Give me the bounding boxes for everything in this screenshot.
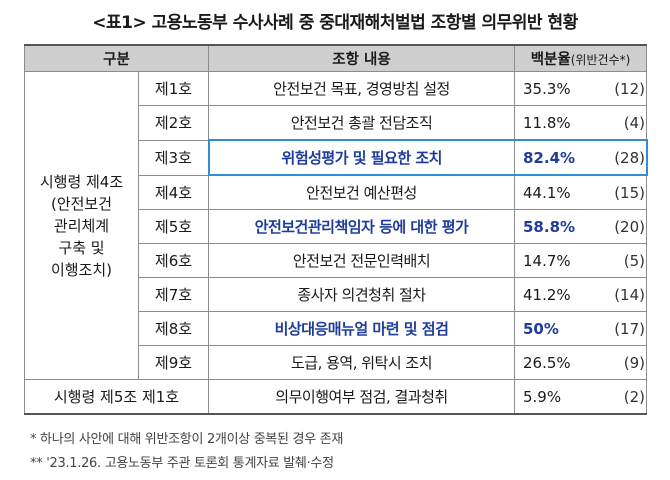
row-value: 11.8% (4): [514, 105, 647, 141]
row-value: 44.1% (15): [514, 174, 647, 210]
row-value: 41.2% (14): [514, 277, 647, 312]
table-row: 제2호 안전보건 총괄 전담조직 11.8% (4): [25, 105, 647, 141]
row-value: 58.8% (20): [514, 209, 647, 244]
row-value: 50% (17): [514, 311, 647, 346]
row-item: 제5호: [138, 209, 209, 244]
row-value: 35.3% (12): [514, 71, 647, 106]
row-content: 종사자 의견청취 절차: [208, 277, 515, 312]
row-item: 제3호: [138, 139, 209, 176]
header-content: 조항 내용: [208, 44, 515, 72]
row-item: 제4호: [138, 174, 209, 210]
violation-table: 구분 조항 내용 백분율(위반건수*) 시행령 제4조 (안전보건 관리체계 구축 및…: [24, 44, 648, 415]
row-content: 안전보건 총괄 전담조직: [208, 105, 515, 141]
header-percentage: 백분율(위반건수*): [514, 44, 647, 72]
row-value: 82.4% (28): [514, 139, 648, 176]
group-article4: 시행령 제4조 (안전보건 관리체계 구축 및 이행조치): [24, 71, 139, 380]
row-item: 제7호: [138, 277, 209, 312]
table-row: 제9호 도급, 용역, 위탁시 조치 26.5% (9): [25, 345, 647, 380]
table-row: 제4호 안전보건 예산편성 44.1% (15): [25, 174, 647, 210]
row-value: 5.9% (2): [514, 379, 647, 415]
row-content: 안전보건관리책임자 등에 대한 평가: [208, 209, 515, 244]
row-value: 26.5% (9): [514, 345, 647, 380]
row-content: 의무이행여부 점검, 결과청취: [208, 379, 515, 415]
row-content: 안전보건 전문인력배치: [208, 243, 515, 278]
table-row: 제7호 종사자 의견청취 절차 41.2% (14): [25, 277, 647, 312]
row-content: 안전보건 목표, 경영방침 설정: [208, 71, 515, 106]
row-content: 위험성평가 및 필요한 조치: [207, 139, 515, 176]
row-content: 안전보건 예산편성: [208, 174, 515, 210]
table-row-article5: 시행령 제5조 제1호 의무이행여부 점검, 결과청취 5.9% (2): [24, 379, 647, 415]
group-article5: 시행령 제5조 제1호: [24, 379, 209, 415]
row-item: 제6호: [138, 243, 209, 278]
row-item: 제8호: [138, 311, 209, 346]
footnote-1: * 하나의 사안에 대해 위반조항이 2개이상 중복된 경우 존재: [30, 432, 344, 447]
header-category: 구분: [24, 44, 209, 72]
row-content: 비상대응매뉴얼 마련 및 점검: [208, 311, 515, 346]
row-item: 제1호: [138, 71, 209, 106]
table-row: 제8호 비상대응매뉴얼 마련 및 점검 50% (17): [25, 311, 647, 346]
table-row: 제6호 안전보건 전문인력배치 14.7% (5): [25, 243, 647, 278]
table-header-row: 구분 조항 내용 백분율(위반건수*): [24, 44, 647, 72]
row-value: 14.7% (5): [514, 243, 647, 278]
footnote-2: ** '23.1.26. 고용노동부 주관 토론회 통계자료 발췌·수정: [30, 456, 334, 471]
row-content: 도급, 용역, 위탁시 조치: [208, 345, 515, 380]
table-row: 제5호 안전보건관리책임자 등에 대한 평가 58.8% (20): [25, 209, 647, 244]
table-row: 시행령 제4조 (안전보건 관리체계 구축 및 이행조치) 제1호 안전보건 목표, 경…: [24, 71, 647, 380]
row-item: 제2호: [138, 105, 209, 141]
row-item: 제9호: [138, 345, 209, 380]
table-row-highlighted: 제3호 위험성평가 및 필요한 조치 82.4% (28): [25, 139, 648, 176]
table-title: <표1> 고용노동부 수사사례 중 중대재해처벌법 조항별 의무위반 현황: [92, 13, 578, 33]
